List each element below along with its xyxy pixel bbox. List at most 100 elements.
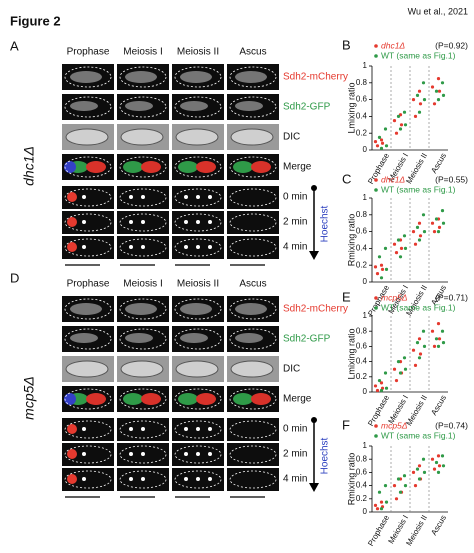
cell-outline [174, 66, 222, 88]
figure-title: Figure 2 [10, 13, 61, 28]
data-point [421, 329, 426, 333]
data-point [373, 140, 378, 144]
data-point [440, 454, 445, 458]
micrograph [62, 443, 114, 466]
data-point [417, 221, 422, 225]
cell-outline [119, 388, 167, 410]
data-point [432, 344, 437, 348]
nucleus [82, 427, 86, 431]
signal [64, 161, 76, 173]
data-point [396, 360, 401, 364]
panel-letter: A [10, 38, 19, 53]
cell-outline [174, 238, 222, 257]
signal [125, 303, 157, 315]
y-tick-label: 0.4 [356, 357, 368, 366]
data-point [375, 144, 380, 148]
data-point [411, 348, 416, 352]
signal [196, 393, 216, 405]
data-point [377, 490, 382, 494]
y-tick-label: 0.8 [356, 326, 368, 335]
micrograph [227, 236, 279, 259]
data-point [422, 98, 427, 102]
y-tick-label: 0.2 [356, 128, 368, 137]
data-point [441, 341, 446, 345]
data-point [396, 477, 401, 481]
legend-marker [374, 54, 378, 58]
data-point [398, 371, 403, 375]
y-axis-label: Rmixing ratio [346, 453, 356, 506]
cell-outline [174, 298, 222, 320]
nucleus [208, 195, 212, 199]
cell [175, 128, 219, 146]
micrograph [227, 211, 279, 234]
data-point [380, 141, 385, 145]
data-point [399, 123, 404, 127]
y-tick-label: 0.6 [356, 468, 368, 477]
data-point [411, 470, 416, 474]
cell-outline [174, 388, 222, 410]
signal [70, 101, 98, 111]
data-point [436, 454, 441, 458]
signal [235, 333, 263, 343]
cell-outline [229, 328, 277, 350]
data-point [403, 123, 408, 127]
y-tick-label: 0.8 [356, 210, 368, 219]
nucleus [184, 195, 188, 199]
cell [120, 360, 164, 378]
channel-label: Merge [283, 162, 312, 173]
legend-label: dhc1Δ [381, 174, 405, 184]
cell-outline [174, 188, 222, 207]
nucleus [208, 220, 212, 224]
nucleus [208, 452, 212, 456]
signal [70, 333, 98, 343]
y-axis-label: Lmixing ratio [346, 82, 356, 133]
nucleus [196, 427, 200, 431]
nucleus [184, 477, 188, 481]
data-point [377, 255, 382, 259]
nucleus [129, 220, 133, 224]
data-point [379, 146, 384, 150]
signal [233, 161, 253, 173]
cell-outline [64, 188, 112, 207]
y-tick-label: 1 [363, 61, 368, 70]
nucleus [129, 452, 133, 456]
legend-marker [374, 188, 378, 192]
legend-marker [374, 296, 378, 300]
data-point [394, 251, 399, 255]
nucleus [184, 452, 188, 456]
cell-outline [119, 156, 167, 178]
nucleus [82, 220, 86, 224]
data-point [432, 467, 437, 471]
data-point [375, 507, 380, 511]
arrow-head [309, 483, 319, 492]
data-point [441, 93, 446, 97]
cell-outline [119, 328, 167, 350]
data-point [396, 238, 401, 242]
signal [141, 161, 161, 173]
annotation: (P=0.71) [435, 292, 468, 302]
data-point [413, 363, 418, 367]
data-point [383, 246, 388, 250]
signal [70, 71, 102, 83]
micrograph [227, 468, 279, 491]
y-tick-label: 0.8 [356, 78, 368, 87]
signal [125, 71, 157, 83]
cell-outline [64, 470, 112, 489]
data-point [373, 503, 378, 507]
nucleus [184, 427, 188, 431]
nucleus [208, 245, 212, 249]
cell [65, 360, 109, 378]
time-label: 2 min [283, 449, 307, 460]
signal [64, 393, 76, 405]
y-tick-label: 1 [363, 441, 368, 450]
nucleus [129, 195, 133, 199]
data-point [436, 98, 441, 102]
data-point [434, 89, 439, 93]
data-point [422, 230, 427, 234]
signal [125, 101, 153, 111]
nucleus [141, 220, 145, 224]
nucleus [196, 452, 200, 456]
legend-marker [374, 44, 378, 48]
arrow-head [309, 251, 319, 260]
strain-label: mcp5Δ [21, 376, 37, 420]
